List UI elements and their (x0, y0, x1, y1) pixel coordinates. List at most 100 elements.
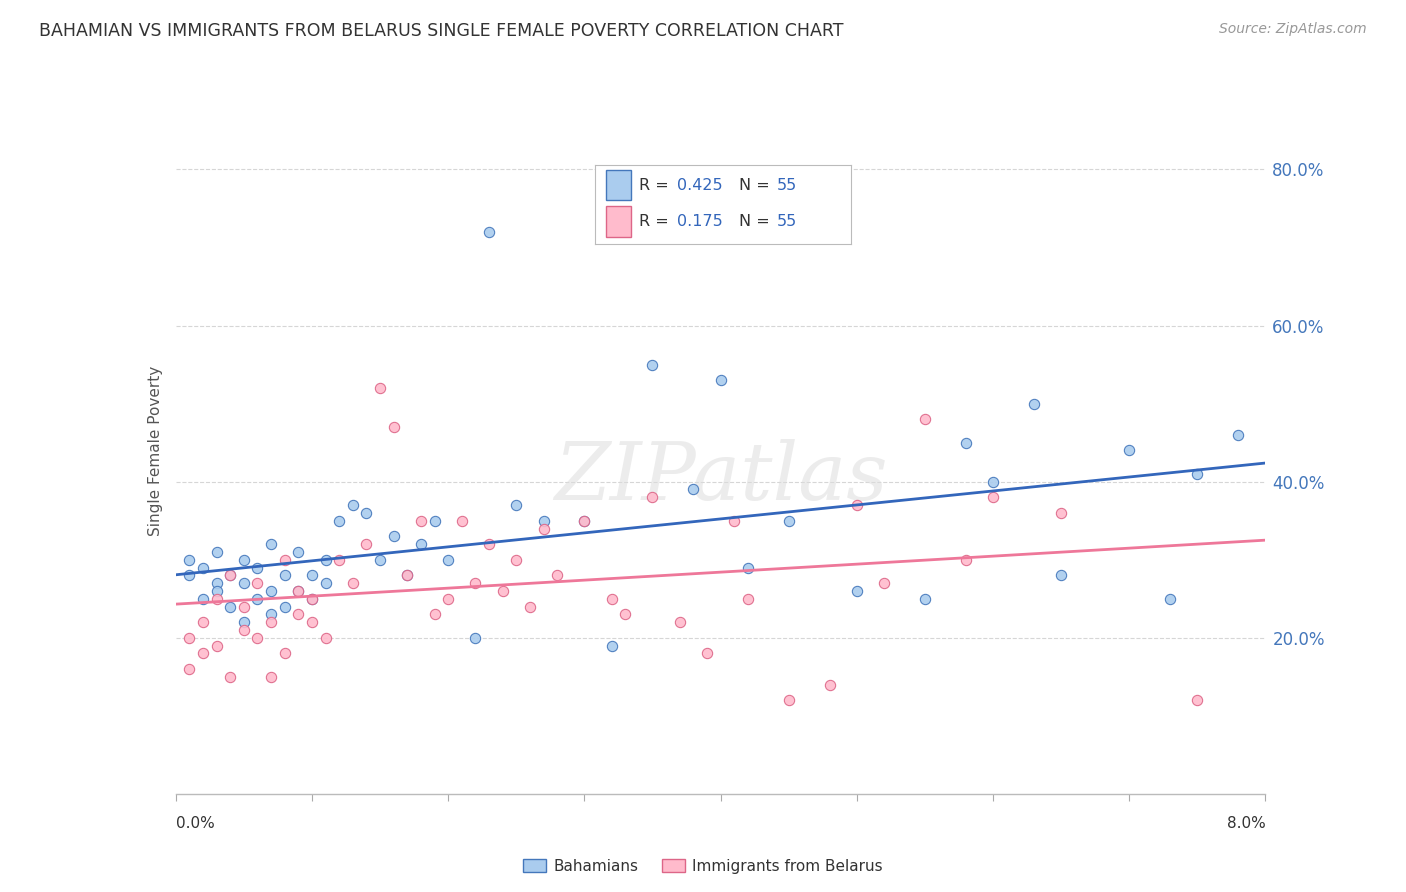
Text: ZIPatlas: ZIPatlas (554, 439, 887, 516)
Point (437, 552, 460, 567)
Point (246, 576, 269, 591)
Point (845, 583, 868, 598)
Point (232, 615, 254, 630)
Point (301, 591, 323, 606)
Point (682, 483, 704, 497)
Point (533, 514, 555, 528)
Point (981, 475, 1004, 489)
Point (179, 552, 201, 567)
Point (450, 514, 472, 528)
Point (205, 591, 228, 606)
Text: BAHAMIAN VS IMMIGRANTS FROM BELARUS SINGLE FEMALE POVERTY CORRELATION CHART: BAHAMIAN VS IMMIGRANTS FROM BELARUS SING… (39, 22, 844, 40)
Point (219, 568, 242, 582)
Point (191, 646, 214, 660)
Point (981, 490, 1004, 504)
Text: 8.0%: 8.0% (1226, 816, 1265, 831)
Point (955, 435, 977, 450)
Point (219, 599, 242, 614)
Point (409, 514, 432, 528)
Point (818, 678, 841, 692)
Point (260, 670, 283, 684)
Point (505, 498, 527, 512)
Point (328, 514, 350, 528)
Point (205, 583, 228, 598)
Point (409, 537, 432, 551)
Point (246, 591, 269, 606)
Point (219, 568, 242, 582)
Point (179, 631, 201, 645)
Point (260, 607, 283, 622)
Point (505, 552, 527, 567)
Point (668, 615, 690, 630)
Point (301, 615, 323, 630)
Point (205, 576, 228, 591)
Point (492, 583, 515, 598)
Point (464, 576, 486, 591)
Point (914, 412, 936, 426)
Point (287, 583, 309, 598)
Point (396, 568, 419, 582)
Point (179, 568, 201, 582)
Point (246, 631, 269, 645)
Point (205, 639, 228, 653)
Point (737, 560, 759, 574)
Point (437, 591, 460, 606)
Text: 0.0%: 0.0% (176, 816, 215, 831)
Point (274, 599, 297, 614)
Point (696, 646, 718, 660)
Point (260, 615, 283, 630)
Point (301, 568, 323, 582)
Point (1050, 506, 1073, 520)
Point (260, 583, 283, 598)
Point (382, 529, 405, 543)
Point (845, 498, 868, 512)
Point (232, 552, 254, 567)
Point (368, 381, 391, 395)
Point (1022, 396, 1045, 410)
Point (710, 373, 733, 387)
Point (423, 514, 446, 528)
Point (600, 591, 623, 606)
Point (232, 576, 254, 591)
Point (546, 568, 568, 582)
Y-axis label: Single Female Poverty: Single Female Poverty (148, 366, 163, 535)
Point (641, 358, 664, 372)
Point (1118, 443, 1140, 458)
Point (191, 591, 214, 606)
Point (1050, 568, 1073, 582)
Point (1227, 427, 1250, 442)
Point (478, 225, 501, 239)
Point (179, 662, 201, 676)
Point (219, 670, 242, 684)
Point (519, 599, 541, 614)
Text: Source: ZipAtlas.com: Source: ZipAtlas.com (1219, 22, 1367, 37)
Point (1187, 693, 1209, 707)
Point (778, 693, 800, 707)
Point (315, 552, 337, 567)
Point (356, 506, 378, 520)
Point (778, 514, 800, 528)
Point (423, 607, 446, 622)
Legend: Bahamians, Immigrants from Belarus: Bahamians, Immigrants from Belarus (517, 853, 889, 880)
Point (274, 646, 297, 660)
Point (191, 560, 214, 574)
Point (600, 639, 623, 653)
Point (342, 576, 364, 591)
Point (914, 591, 936, 606)
Point (342, 498, 364, 512)
Point (274, 568, 297, 582)
Point (368, 552, 391, 567)
Point (723, 514, 745, 528)
Point (641, 490, 664, 504)
Point (246, 560, 269, 574)
Point (382, 420, 405, 434)
Point (574, 514, 596, 528)
Point (287, 607, 309, 622)
Point (464, 631, 486, 645)
Point (301, 591, 323, 606)
Point (205, 545, 228, 559)
Point (260, 537, 283, 551)
Point (287, 583, 309, 598)
Point (574, 514, 596, 528)
Point (287, 545, 309, 559)
